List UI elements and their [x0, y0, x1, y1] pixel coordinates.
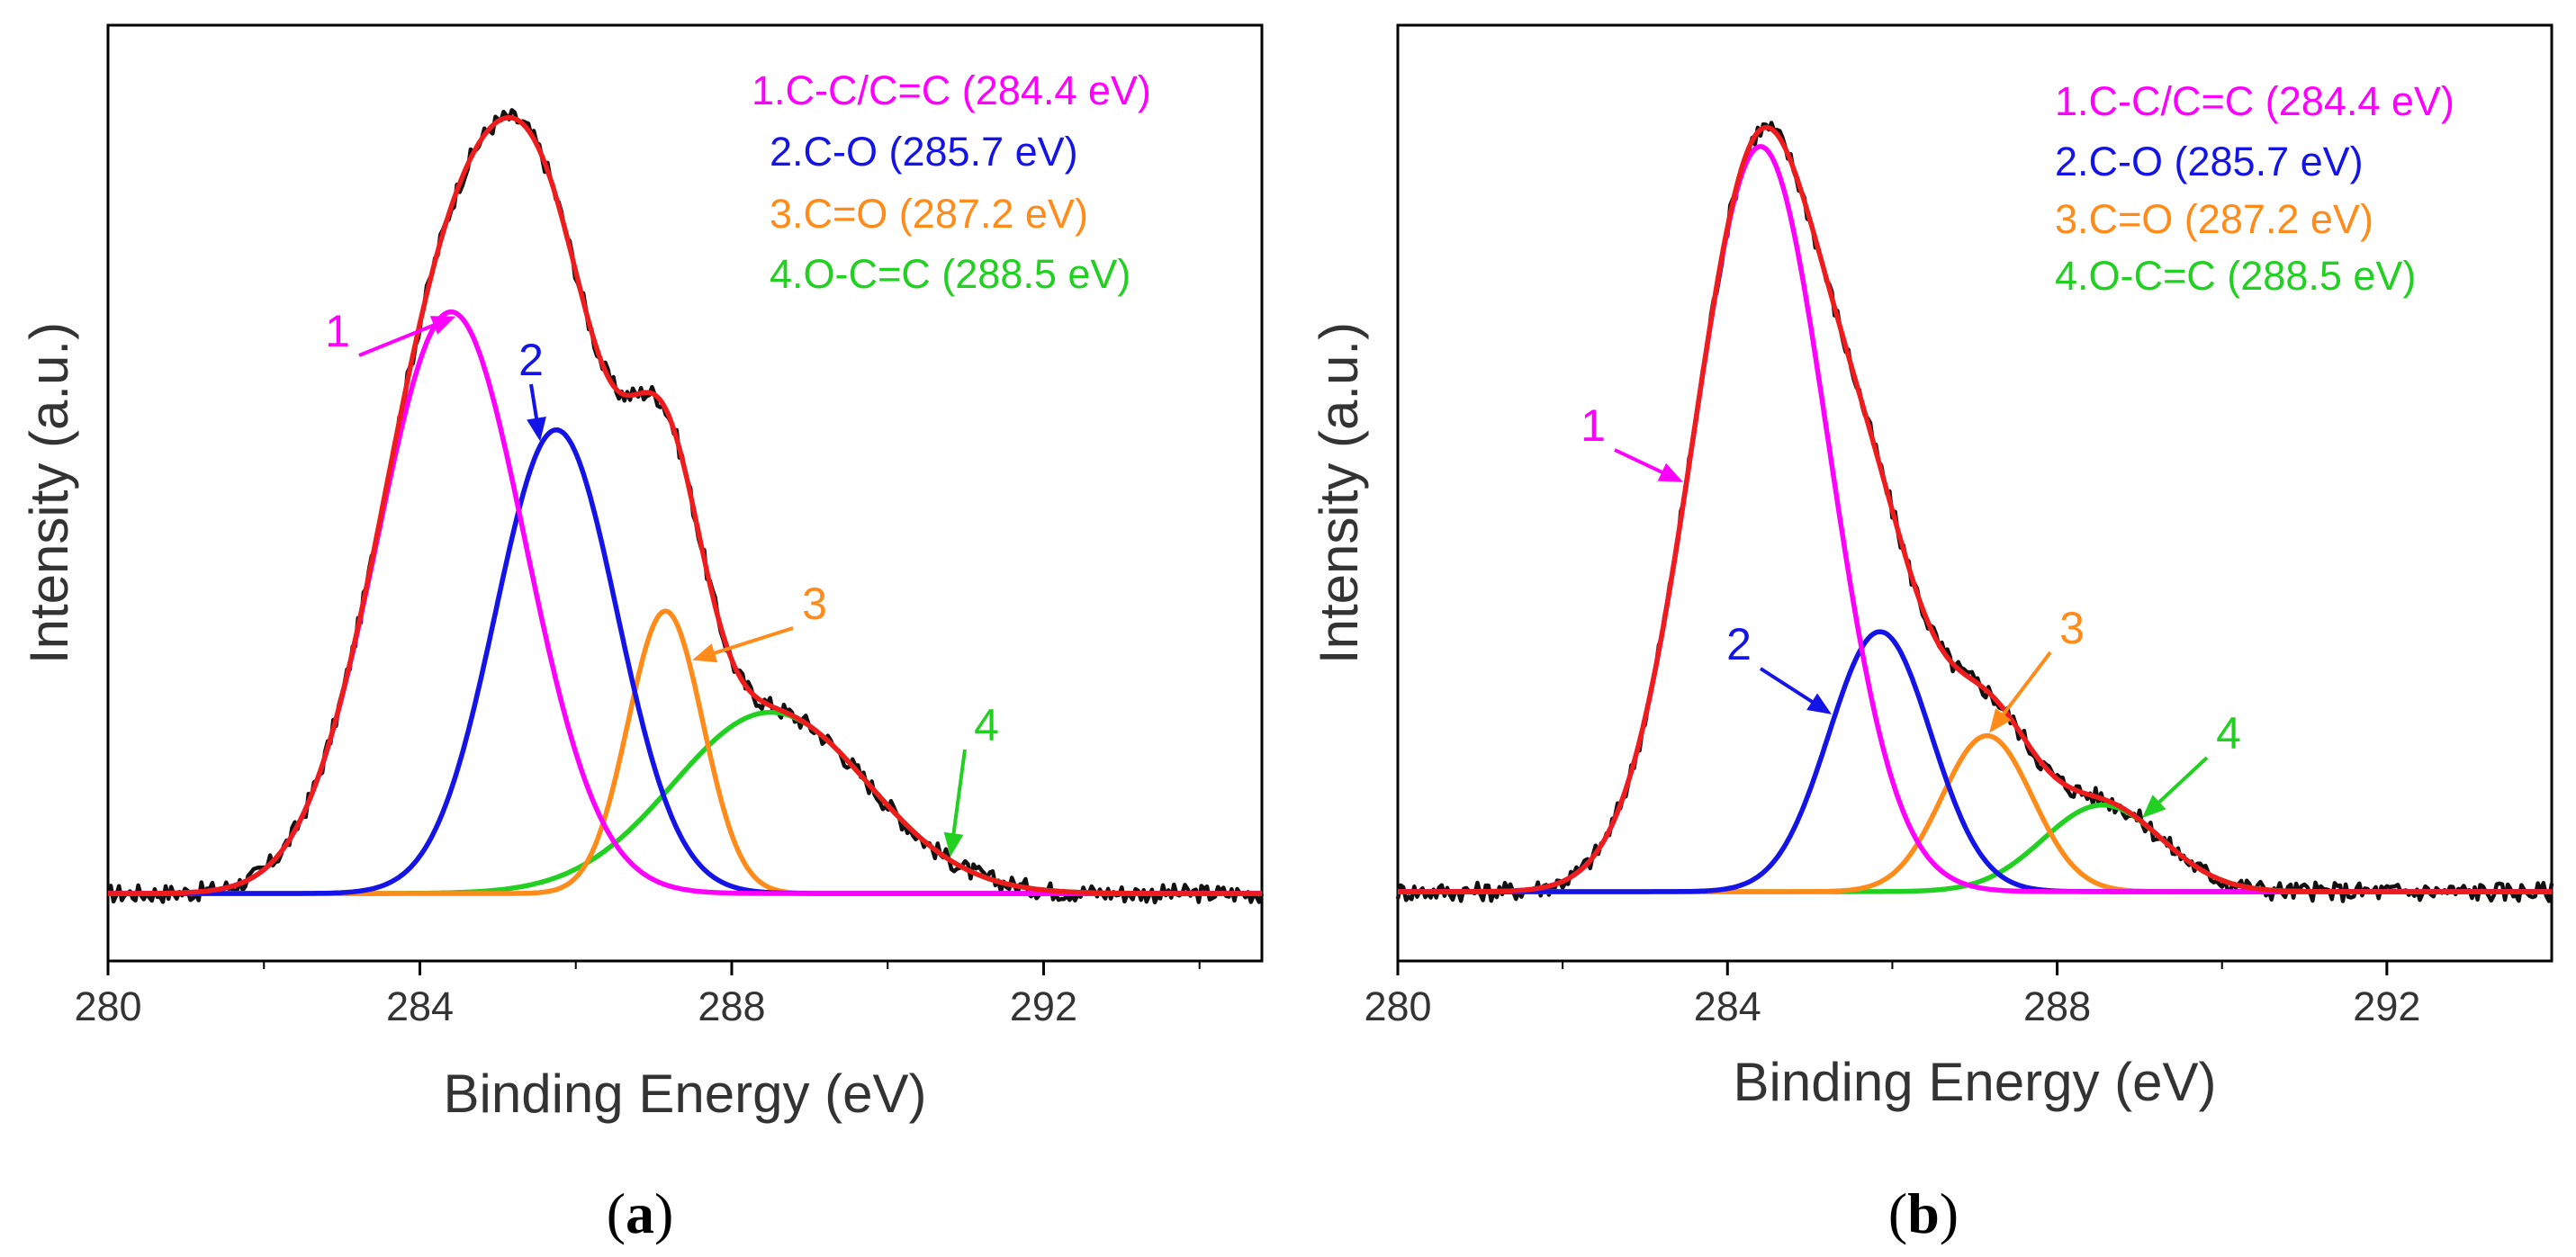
annotation-4-arrowhead: [943, 831, 964, 857]
x-axis-label: Binding Energy (eV): [1734, 1052, 2217, 1112]
y-axis-label: Intensity (a.u.): [1309, 322, 1369, 664]
annotation-1-arrowhead: [429, 316, 456, 335]
envelope-fit-line: [1398, 124, 2552, 894]
annotation-2-arrowhead: [1806, 693, 1832, 714]
annotation-2: 2: [1726, 619, 1752, 669]
plot-frame: [106, 23, 1264, 963]
annotation-1: 1: [325, 306, 350, 356]
legend-item-4: 4.O-C=C (288.5 eV): [2055, 253, 2416, 299]
component-1-curve: [108, 309, 1262, 896]
panel-a: 280 284 288 292 Intensity (a.u.) Binding En…: [19, 23, 1265, 1245]
panel-letter-b: b: [1907, 1181, 1940, 1245]
x-tick-label: 284: [1694, 983, 1761, 1029]
annotation-4: 4: [2216, 708, 2241, 759]
component-2-curve: [108, 427, 1262, 896]
x-tick-label: 288: [698, 983, 765, 1029]
panel-caption-b: (b): [1888, 1181, 1959, 1245]
annotation-1-arrow: [1614, 448, 1670, 477]
x-tick-label: 280: [74, 983, 141, 1029]
legend-item-3: 3.C=O (287.2 eV): [770, 191, 1088, 237]
annotation-1: 1: [1581, 400, 1606, 451]
annotation-1-arrow: [358, 320, 442, 357]
panel-b: 280 284 288 292 Intensity (a.u.) Binding En…: [1309, 23, 2554, 1245]
annotation-3-arrowhead: [1989, 708, 2012, 733]
annotation-2: 2: [518, 335, 544, 385]
legend-item-2: 2.C-O (285.7 eV): [2055, 139, 2364, 184]
panel-letter-a: a: [626, 1181, 654, 1245]
annotation-4-arrowhead: [2142, 795, 2166, 819]
x-tick-label: 284: [386, 983, 454, 1029]
annotation-3-arrow: [1997, 651, 2052, 722]
legend-item-1: 1.C-C/C=C (284.4 eV): [752, 67, 1151, 113]
annotation-4: 4: [974, 700, 999, 750]
x-axis-label: Binding Energy (eV): [444, 1064, 927, 1124]
component-2-curve: [1398, 629, 2552, 894]
legend-item-1: 1.C-C/C=C (284.4 eV): [2055, 78, 2454, 124]
measured-spectrum-line: [107, 108, 1265, 905]
panel-caption-a: (a): [607, 1181, 674, 1245]
legend-item-3: 3.C=O (287.2 eV): [2055, 196, 2373, 242]
x-tick-label: 280: [1364, 983, 1431, 1029]
legend-item-4: 4.O-C=C (288.5 eV): [770, 251, 1130, 297]
x-tick-label: 292: [1010, 983, 1077, 1029]
plot-frame: [1396, 23, 2553, 963]
annotation-2-arrow: [1759, 667, 1819, 707]
annotation-3: 3: [2059, 603, 2085, 653]
y-axis-label: Intensity (a.u.): [19, 322, 79, 664]
measured-spectrum-line: [1395, 121, 2554, 903]
annotation-3-arrowhead: [692, 643, 718, 663]
annotation-3: 3: [802, 579, 827, 629]
x-tick-label: 288: [2023, 983, 2091, 1029]
component-3-curve: [1398, 732, 2552, 894]
annotation-4-arrow: [950, 749, 967, 841]
annotation-2-arrowhead: [527, 417, 546, 442]
envelope-fit-line: [108, 114, 1262, 896]
annotation-3-arrow: [707, 626, 794, 658]
annotation-1-arrowhead: [1657, 462, 1683, 482]
annotation-4-arrow: [2152, 756, 2209, 809]
legend-item-2: 2.C-O (285.7 eV): [770, 129, 1078, 175]
x-tick-label: 292: [2353, 983, 2420, 1029]
component-4-curve: [108, 709, 1262, 896]
